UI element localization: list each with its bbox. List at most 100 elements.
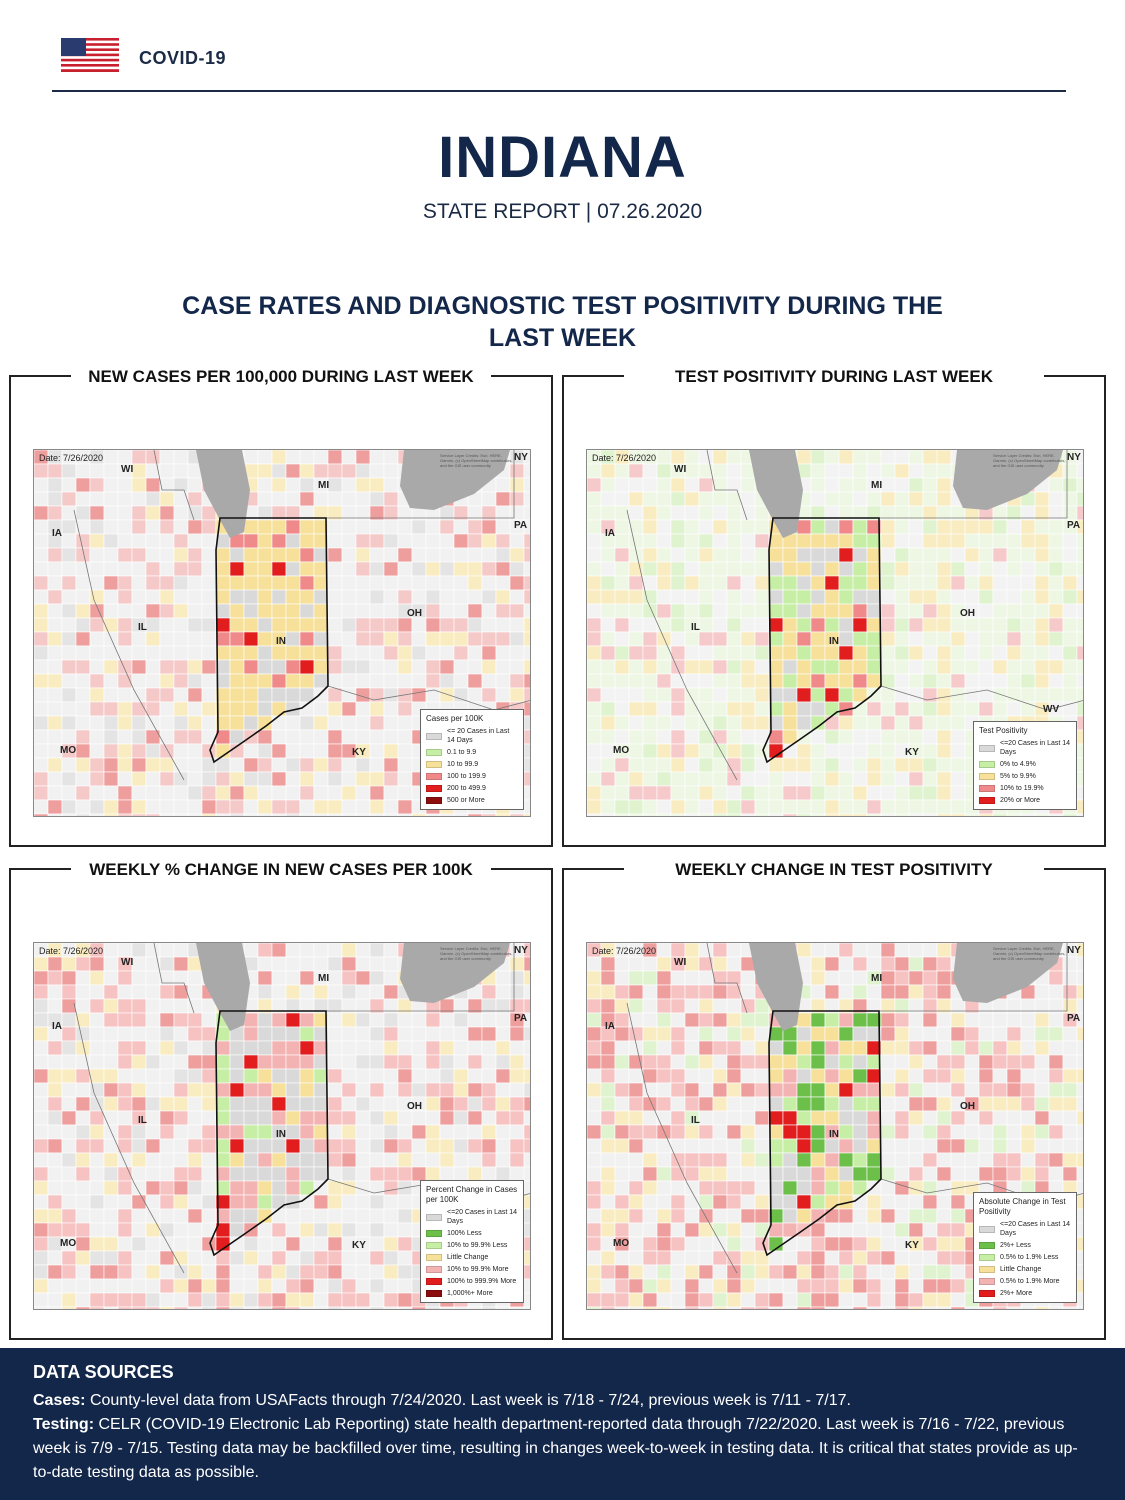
county-cell	[1062, 1124, 1078, 1140]
county-cell	[34, 1194, 49, 1210]
county-cell	[34, 771, 49, 787]
county-cell	[299, 1054, 315, 1070]
county-cell	[481, 631, 497, 647]
county-cell	[950, 1026, 966, 1042]
data-sources-footer: DATA SOURCES Cases: County-level data fr…	[0, 1348, 1125, 1500]
county-cell	[587, 645, 602, 661]
county-cell	[712, 1236, 728, 1252]
county-cell	[614, 463, 630, 479]
county-cell	[159, 463, 175, 479]
county-cell	[159, 547, 175, 563]
county-cell	[726, 1306, 742, 1309]
county-cell	[740, 1138, 756, 1154]
county-cell	[229, 547, 245, 563]
county-cell	[698, 1026, 714, 1042]
county-map[interactable]: Date: 7/26/2020 Service Layer Credits: E…	[33, 942, 531, 1310]
county-cell	[145, 1152, 161, 1168]
county-cell	[523, 1096, 530, 1112]
county-cell	[1006, 1306, 1022, 1309]
county-cell	[796, 1236, 812, 1252]
county-cell	[201, 1026, 217, 1042]
county-cell	[117, 715, 133, 731]
map-legend: Test Positivity <=20 Cases in Last 14 Da…	[973, 721, 1077, 810]
county-cell	[299, 603, 315, 619]
county-cell	[425, 645, 441, 661]
county-cell	[439, 1012, 455, 1028]
county-cell	[936, 813, 952, 816]
county-cell	[894, 943, 910, 958]
county-cell	[698, 1278, 714, 1294]
county-cell	[355, 603, 371, 619]
county-cell	[397, 1222, 413, 1238]
county-cell	[243, 1306, 259, 1309]
county-cell	[75, 687, 91, 703]
county-cell	[243, 1124, 259, 1140]
county-map[interactable]: Date: 7/26/2020 Service Layer Credits: E…	[586, 942, 1084, 1310]
county-cell	[810, 1138, 826, 1154]
county-map[interactable]: Date: 7/26/2020 Service Layer Credits: E…	[586, 449, 1084, 817]
county-cell	[587, 970, 602, 986]
county-cell	[880, 1194, 896, 1210]
county-cell	[614, 813, 630, 816]
county-cell	[299, 547, 315, 563]
county-cell	[481, 1306, 497, 1309]
county-cell	[257, 1278, 273, 1294]
county-cell	[299, 1292, 315, 1308]
county-cell	[257, 1166, 273, 1182]
county-cell	[894, 1152, 910, 1168]
county-cell	[481, 1012, 497, 1028]
county-cell	[894, 1040, 910, 1056]
county-cell	[243, 1250, 259, 1266]
county-cell	[131, 1026, 147, 1042]
county-cell	[1006, 631, 1022, 647]
county-cell	[992, 701, 1008, 717]
cases-source: Cases: County-level data from USAFacts t…	[33, 1389, 1092, 1413]
county-cell	[131, 743, 147, 759]
county-cell	[34, 589, 49, 605]
county-cell	[712, 785, 728, 801]
county-cell	[852, 659, 868, 675]
county-cell	[229, 617, 245, 633]
county-cell	[215, 799, 231, 815]
county-cell	[495, 970, 511, 986]
county-cell	[271, 617, 287, 633]
county-cell	[908, 1012, 924, 1028]
county-cell	[922, 1152, 938, 1168]
county-cell	[523, 491, 530, 507]
county-cell	[852, 561, 868, 577]
county-cell	[481, 984, 497, 1000]
county-cell	[481, 645, 497, 661]
county-cell	[145, 1236, 161, 1252]
county-cell	[397, 561, 413, 577]
county-cell	[964, 631, 980, 647]
county-cell	[145, 631, 161, 647]
county-cell	[880, 575, 896, 591]
county-cell	[726, 1222, 742, 1238]
county-cell	[257, 463, 273, 479]
county-cell	[656, 1110, 672, 1126]
county-cell	[922, 450, 938, 465]
county-cell	[628, 1222, 644, 1238]
county-cell	[159, 1138, 175, 1154]
county-cell	[796, 771, 812, 787]
county-map[interactable]: Date: 7/26/2020 Service Layer Credits: E…	[33, 449, 531, 817]
county-cell	[523, 659, 530, 675]
county-cell	[117, 771, 133, 787]
county-cell	[285, 956, 301, 972]
county-cell	[1076, 1278, 1083, 1294]
county-cell	[852, 519, 868, 535]
county-cell	[89, 1222, 105, 1238]
county-cell	[628, 589, 644, 605]
county-cell	[614, 547, 630, 563]
county-cell	[838, 603, 854, 619]
county-cell	[215, 589, 231, 605]
county-cell	[397, 673, 413, 689]
county-cell	[229, 673, 245, 689]
county-cell	[796, 617, 812, 633]
county-cell	[656, 1250, 672, 1266]
county-cell	[397, 785, 413, 801]
county-cell	[285, 1040, 301, 1056]
county-cell	[411, 673, 427, 689]
county-cell	[425, 1096, 441, 1112]
county-cell	[453, 1012, 469, 1028]
